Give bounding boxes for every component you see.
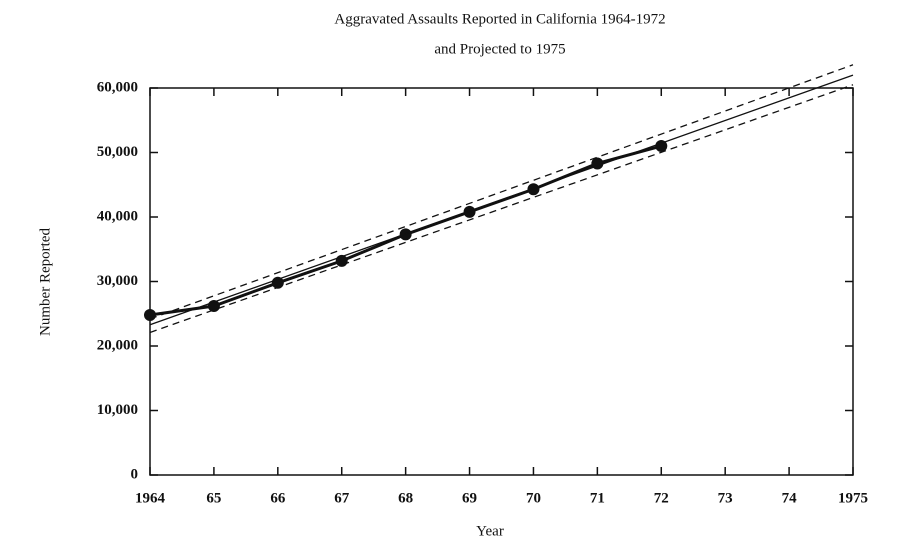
series-line [149, 84, 854, 334]
y-tick-label: 40,000 [97, 208, 138, 224]
x-tick-label: 67 [334, 490, 350, 506]
data-point [144, 309, 156, 322]
y-tick-label: 30,000 [97, 273, 138, 289]
x-tick-label: 68 [398, 490, 413, 506]
y-axis-label: Number Reported [37, 228, 53, 336]
y-tick-label: 20,000 [97, 337, 138, 353]
data-point [655, 140, 668, 153]
x-tick-label: 1964 [135, 490, 166, 506]
y-tick-label: 0 [131, 466, 139, 482]
x-tick-label: 74 [782, 490, 798, 506]
x-tick-label: 65 [206, 490, 221, 506]
chart-title: Aggravated Assaults Reported in Californ… [334, 11, 665, 27]
y-tick-label: 60,000 [97, 79, 138, 95]
series-line [149, 64, 854, 320]
x-tick-label: 1975 [838, 490, 868, 506]
x-tick-label: 69 [462, 490, 477, 506]
x-tick-label: 66 [270, 490, 286, 506]
x-axis-label: Year [476, 523, 504, 539]
chart-subtitle: and Projected to 1975 [434, 41, 565, 57]
x-tick-label: 71 [590, 490, 605, 506]
y-tick-label: 10,000 [97, 402, 138, 418]
series-line [149, 74, 854, 326]
x-tick-label: 73 [718, 490, 733, 506]
y-tick-label: 50,000 [97, 144, 138, 160]
data-point [527, 183, 540, 196]
x-tick-label: 72 [654, 490, 669, 506]
plot-frame [149, 87, 854, 476]
x-tick-label: 70 [526, 490, 541, 506]
